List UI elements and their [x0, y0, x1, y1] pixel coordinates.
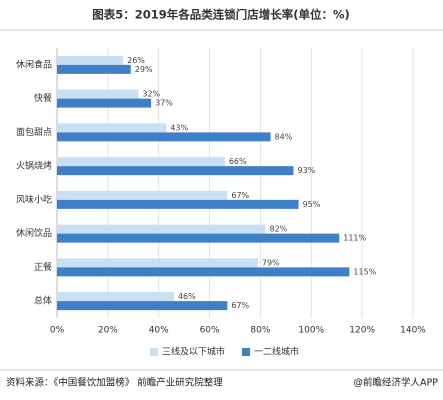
bar — [57, 123, 167, 133]
x-tick-label: 40% — [149, 326, 169, 336]
value-label: 43% — [170, 123, 188, 132]
legend-swatch — [242, 348, 250, 356]
bar — [57, 64, 131, 74]
bar — [57, 98, 152, 108]
legend-swatch — [150, 348, 158, 356]
x-tick-label: 20% — [98, 326, 118, 336]
value-label: 95% — [303, 200, 321, 209]
x-tick-label: 100% — [298, 326, 324, 336]
legend-label: 三线及以下城市 — [162, 346, 225, 358]
value-label: 46% — [178, 292, 196, 301]
x-tick-label: 0% — [50, 326, 65, 336]
bar — [57, 292, 174, 302]
x-tick-label: 120% — [349, 326, 375, 336]
bar — [57, 224, 266, 234]
value-label: 29% — [135, 65, 153, 74]
bar — [57, 132, 271, 142]
value-label: 67% — [231, 301, 249, 310]
y-tick-label: 面包甜点 — [16, 126, 52, 138]
y-tick-label: 风味小吃 — [16, 193, 52, 205]
value-label: 79% — [262, 258, 280, 267]
bar — [57, 267, 350, 277]
bar — [57, 55, 124, 65]
bar — [57, 190, 228, 200]
value-label: 37% — [155, 99, 173, 108]
y-tick-label: 总体 — [34, 295, 52, 307]
value-label: 111% — [343, 234, 366, 243]
y-tick-label: 休闲饮品 — [16, 227, 52, 239]
value-label: 84% — [275, 132, 293, 141]
value-label: 67% — [231, 191, 249, 200]
legend-label: 一二线城市 — [254, 346, 299, 358]
value-label: 82% — [270, 225, 288, 234]
bar — [57, 233, 340, 243]
x-tick-label: 60% — [200, 326, 220, 336]
chart-title: 图表5：2019年各品类连锁门店增长率(单位：%) — [92, 8, 350, 22]
y-tick-label: 休闲食品 — [16, 58, 52, 70]
value-label: 93% — [297, 166, 315, 175]
bar — [57, 258, 258, 268]
value-label: 115% — [353, 267, 376, 276]
x-tick-label: 80% — [250, 326, 270, 336]
bar — [57, 166, 294, 176]
credit: @前瞻经济学人APP — [354, 377, 439, 389]
bar — [57, 157, 225, 167]
bar — [57, 199, 299, 209]
x-tick-label: 140% — [400, 326, 426, 336]
y-tick-label: 正餐 — [34, 261, 52, 273]
y-tick-label: 火锅烧烤 — [16, 160, 52, 172]
value-label: 66% — [229, 157, 247, 166]
y-tick-label: 快餐 — [34, 92, 52, 104]
bar — [57, 89, 139, 99]
bar — [57, 301, 228, 311]
source: 资料来源：《中国餐饮加盟榜》 前瞻产业研究院整理 — [6, 377, 223, 389]
value-label: 26% — [127, 56, 145, 65]
value-label: 32% — [142, 90, 160, 99]
